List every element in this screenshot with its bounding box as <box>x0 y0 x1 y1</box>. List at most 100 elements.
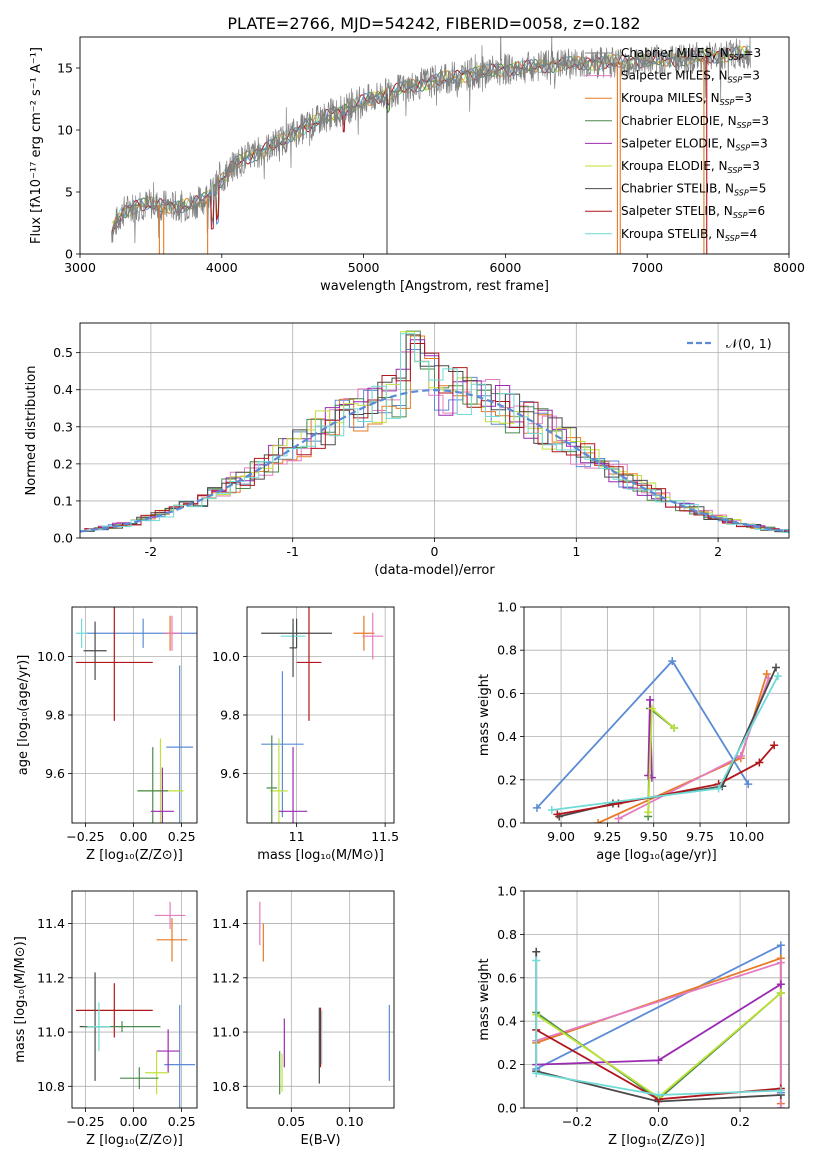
plot-area <box>72 891 197 1108</box>
y-tick-label: 9.8 <box>220 708 240 723</box>
data-point-marker <box>532 947 541 956</box>
x-tick-label: −0.25 <box>66 1114 104 1129</box>
y-tick-label: 0.2 <box>497 772 517 787</box>
x-tick-label: 0.10 <box>336 1114 364 1129</box>
panel-age-vs-mass: 11 11.5 9.6 9.8 10.0 mass [log₁₀(M/M⊙)] <box>212 606 399 863</box>
normal-curve-line <box>80 388 789 533</box>
errorbar-point <box>145 1051 169 1095</box>
errorbar-point <box>75 607 153 721</box>
data-point-marker <box>772 663 781 672</box>
y-tick-label: 0.2 <box>497 1057 517 1072</box>
legend-entry: Salpeter MILES, NSSP=3 <box>621 69 760 85</box>
data-point-marker <box>776 1104 785 1108</box>
legend-entry: Kroupa MILES, NSSP=3 <box>621 91 752 107</box>
y-tick-label: 0.5 <box>53 345 73 360</box>
y-tick-label: 1.0 <box>497 884 517 899</box>
y-tick-label: 9.6 <box>220 766 240 781</box>
y-tick-label: 0.2 <box>53 456 73 471</box>
figure-title: PLATE=2766, MJD=54242, FIBERID=0058, z=0… <box>227 14 640 33</box>
x-tick-label: 0.25 <box>168 1114 196 1129</box>
errorbar-point <box>156 918 188 962</box>
y-axis-label: age [log₁₀(age/yr)] <box>16 655 31 776</box>
y-tick-label: 10.0 <box>212 649 240 664</box>
x-tick-label: 0.00 <box>120 1114 148 1129</box>
data-point-marker <box>547 806 556 815</box>
plot-area <box>524 607 789 823</box>
y-tick-label: 10 <box>57 123 73 138</box>
legend-entry: Salpeter STELIB, NSSP=6 <box>621 204 765 220</box>
data-point-marker <box>647 704 656 713</box>
y-tick-label: 0.4 <box>497 729 517 744</box>
errorbar-point <box>85 618 197 648</box>
errorbar-point <box>154 901 186 929</box>
errorbar-point <box>261 618 333 648</box>
data-point-marker <box>736 752 745 761</box>
y-tick-label: 1.0 <box>497 600 517 615</box>
data-point-marker <box>776 988 785 997</box>
data-point-marker <box>773 672 782 681</box>
errorbar-point <box>266 735 278 823</box>
x-axis-label: age [log₁₀(age/yr)] <box>596 848 717 863</box>
data-point-marker <box>776 980 785 989</box>
x-tick-label: 0.05 <box>277 1114 305 1129</box>
y-tick-label: 11.2 <box>212 970 240 985</box>
x-axis-label: wavelength [Angstrom, rest frame] <box>320 279 549 294</box>
data-point-marker <box>770 741 779 750</box>
x-tick-label: 4000 <box>206 260 238 275</box>
x-tick-label: 7000 <box>631 260 663 275</box>
y-tick-label: 5 <box>65 185 73 200</box>
legend-entry: Kroupa STELIB, NSSP=4 <box>621 227 757 243</box>
x-axis-label: Z [log₁₀(Z/Z⊙)] <box>608 1133 705 1148</box>
plot-area <box>247 891 394 1108</box>
x-tick-label: -2 <box>145 544 157 559</box>
panel-residuals: -2 -1 0 1 2 0.0 0.1 0.2 0.3 0.4 0.5 (data-model)/er… <box>24 322 790 578</box>
legend-entry: Chabrier STELIB, NSSP=5 <box>621 182 766 198</box>
data-point-marker <box>644 808 653 817</box>
y-tick-label: 11.0 <box>37 1025 65 1040</box>
x-tick-label: 0.0 <box>649 1114 669 1129</box>
y-tick-label: 0.6 <box>497 686 517 701</box>
data-point-marker <box>776 941 785 950</box>
plot-area <box>80 323 789 538</box>
y-tick-label: 11.0 <box>212 1025 240 1040</box>
y-tick-label: 0.0 <box>497 816 517 831</box>
y-tick-label: 0.3 <box>53 419 73 434</box>
data-point-marker <box>776 958 785 967</box>
errorbar-point <box>137 747 169 823</box>
x-tick-label: 9.25 <box>593 829 621 844</box>
histogram-series <box>88 333 789 533</box>
data-point-marker <box>776 1086 785 1095</box>
axes-frame <box>246 606 395 824</box>
y-tick-label: 11.4 <box>37 916 65 931</box>
x-tick-label: 2 <box>714 544 722 559</box>
y-tick-label: 15 <box>57 61 73 76</box>
axes-frame <box>523 890 790 1109</box>
data-point-marker <box>668 657 677 665</box>
errorbar-point <box>353 615 375 651</box>
x-tick-label: 5000 <box>348 260 380 275</box>
axes-frame <box>246 890 395 1109</box>
y-tick-label: 0 <box>65 247 73 262</box>
y-tick-label: 11.4 <box>212 916 240 931</box>
y-tick-label: 0.1 <box>53 493 73 508</box>
axes-frame <box>71 890 198 1109</box>
data-point-marker <box>762 669 771 678</box>
x-tick-label: 9.75 <box>686 829 714 844</box>
errorbar-point <box>166 665 194 823</box>
axes-frame <box>79 36 790 255</box>
y-tick-label: 0.8 <box>497 927 517 942</box>
errorbar-point <box>296 607 322 721</box>
y-axis-label: mass weight <box>477 674 492 756</box>
x-tick-label: 11.5 <box>371 829 399 844</box>
legend-entry: 𝒩(0, 1) <box>726 336 772 351</box>
observed-spectrum-line <box>111 37 751 244</box>
x-tick-label: 1 <box>572 544 580 559</box>
y-axis-label: Normed distribution <box>24 366 39 496</box>
y-axis-label: Flux [fλ10⁻¹⁷ erg cm⁻² s⁻¹ A⁻¹] <box>29 47 44 244</box>
axes-frame <box>523 606 790 824</box>
legend-entry: Salpeter ELODIE, NSSP=3 <box>621 136 768 152</box>
histogram-series <box>84 343 789 532</box>
x-tick-label: 0.25 <box>168 829 196 844</box>
x-tick-label: -1 <box>286 544 298 559</box>
plot-area <box>111 37 751 254</box>
